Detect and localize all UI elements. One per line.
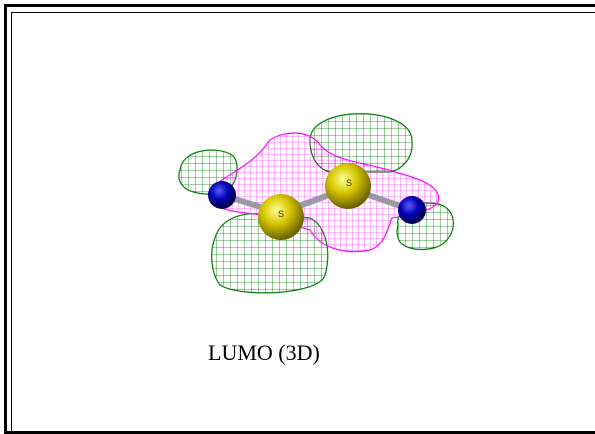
figure-caption: LUMO (3D) <box>208 340 320 365</box>
atom-label-right: S <box>346 178 352 188</box>
sulfur-atom-left <box>258 194 304 240</box>
nitrogen-atom-right <box>398 196 426 224</box>
atom-label-left: S <box>278 209 284 219</box>
sulfur-atom-right <box>325 163 371 209</box>
lumo-orbital-diagram: S S <box>178 113 454 294</box>
inner-frame <box>11 12 595 432</box>
nitrogen-atom-left <box>208 181 236 209</box>
